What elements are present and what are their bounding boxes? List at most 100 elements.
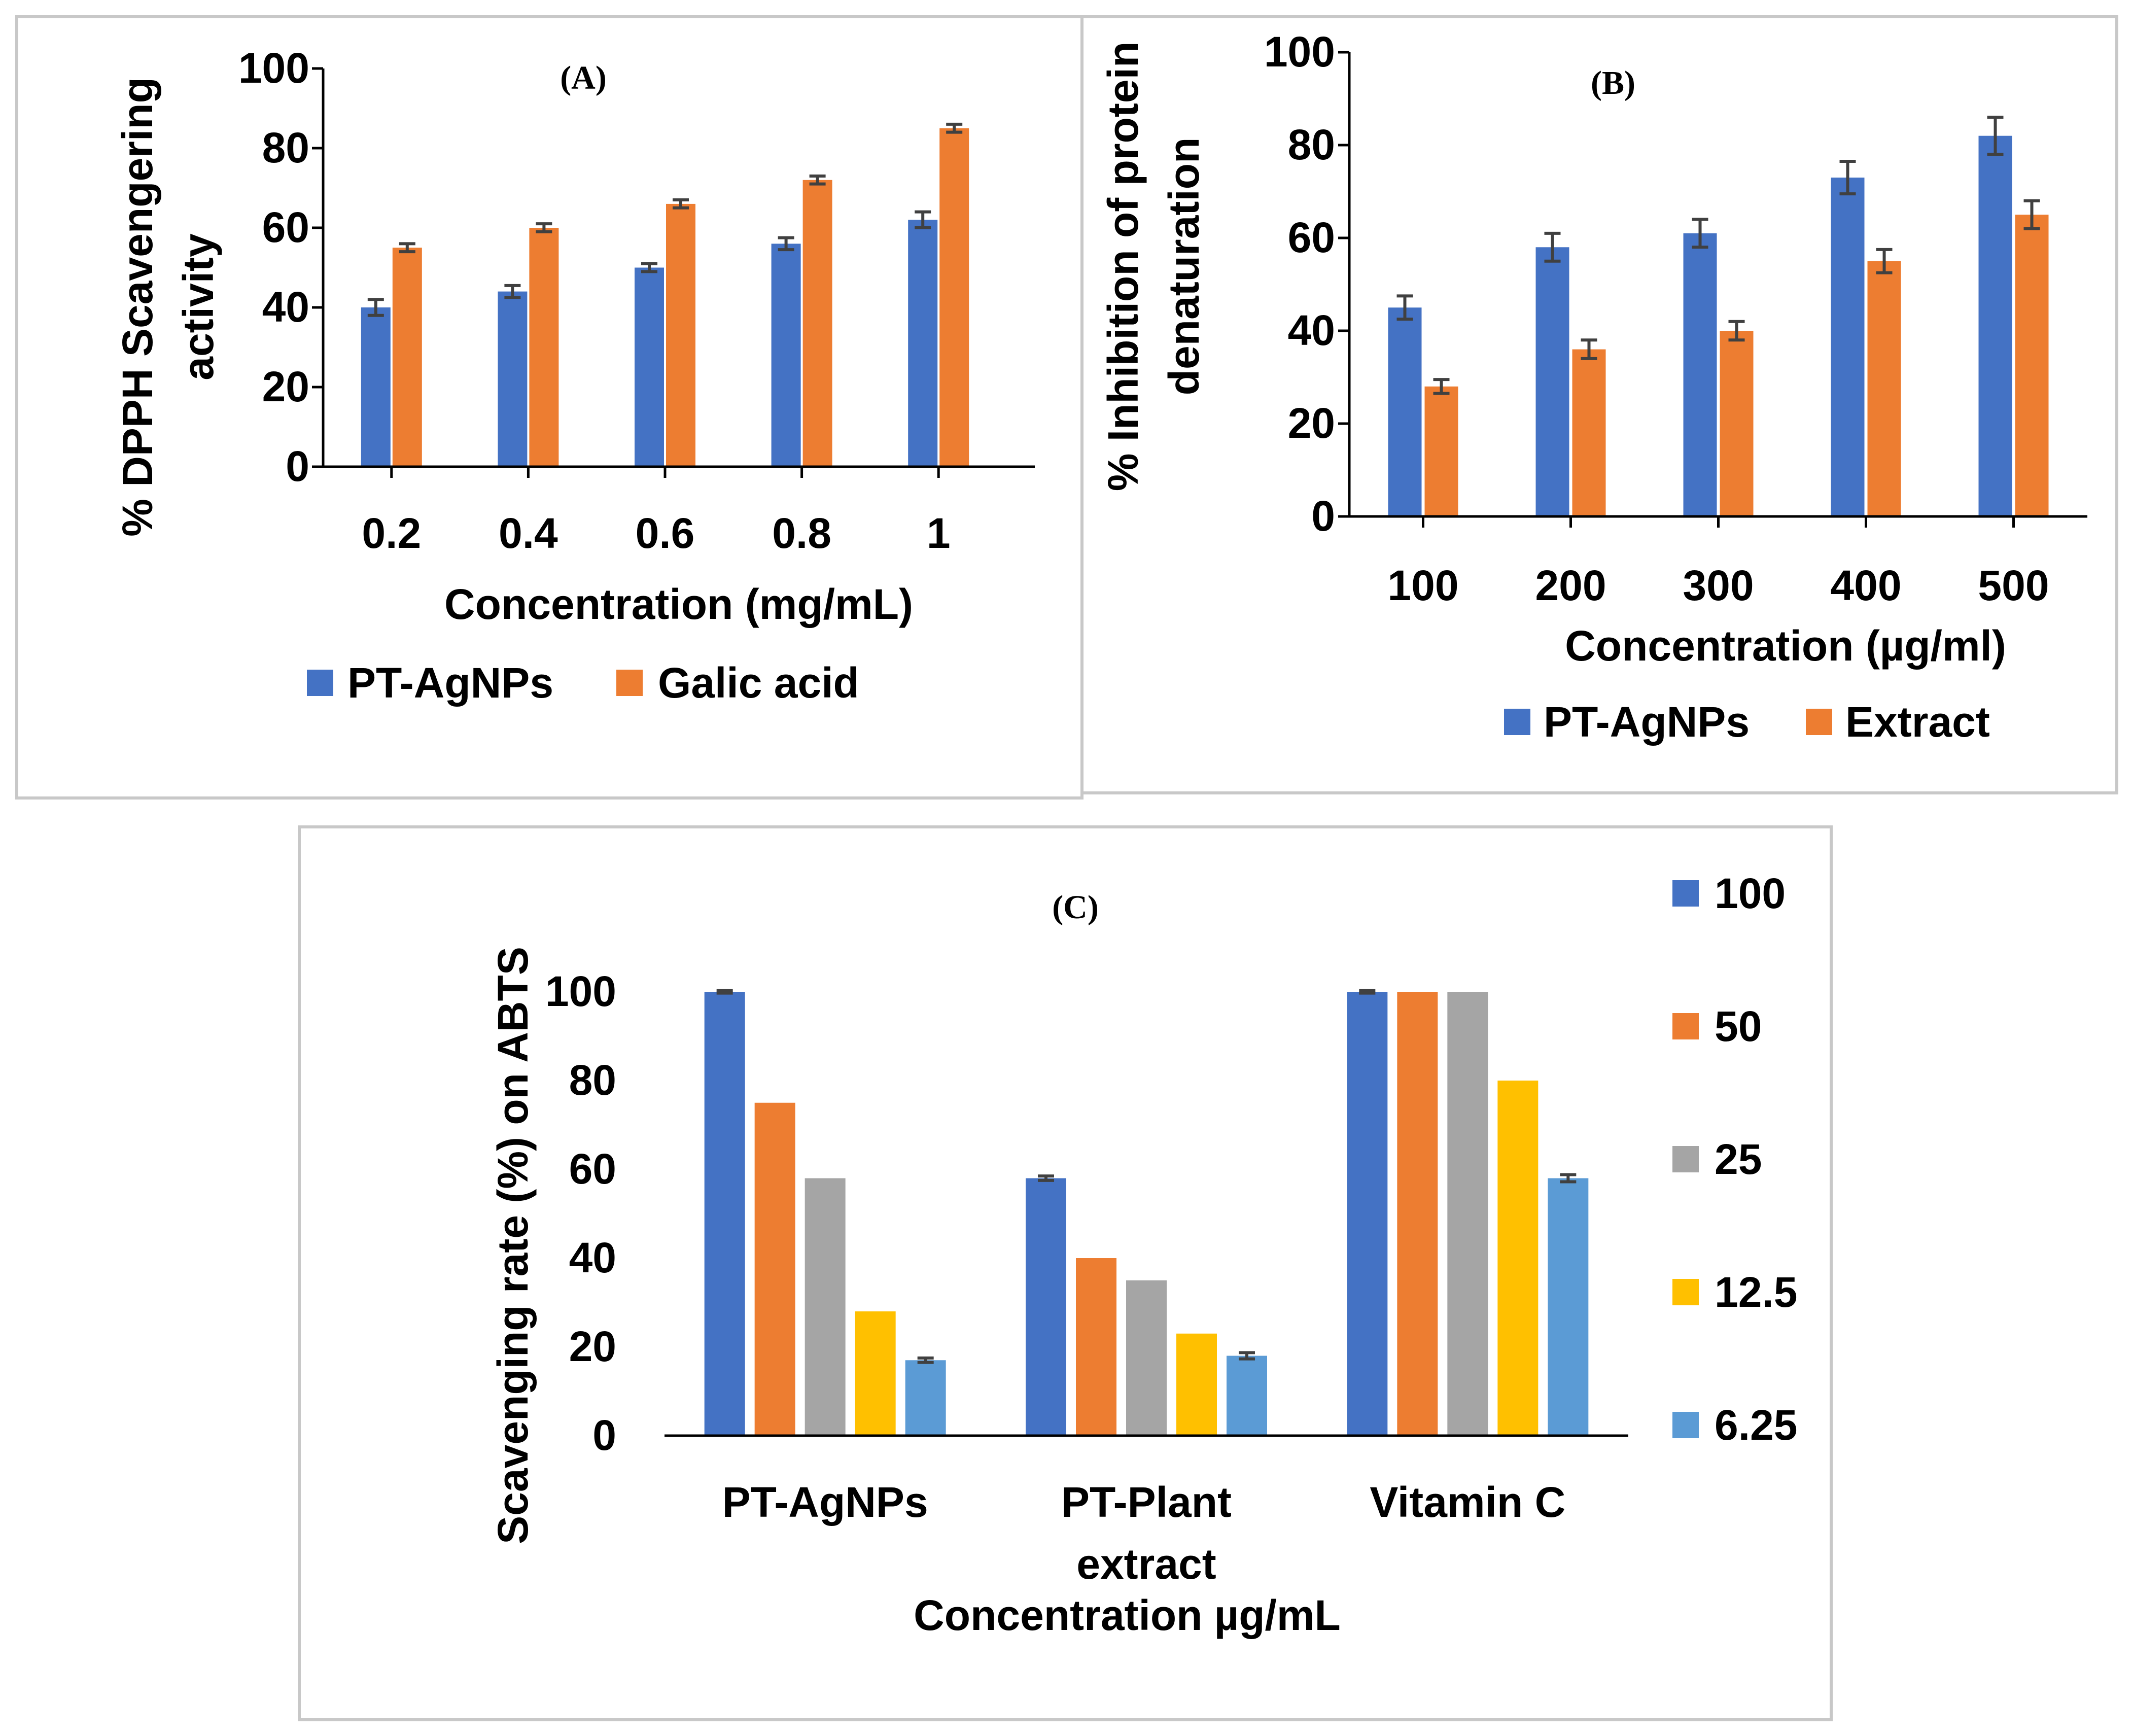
chart-c-x-ticks: PT-AgNPs PT-Plant extract Vitamin C [722, 1478, 1566, 1588]
chart-b-bar-pt-agnps-100 [1388, 307, 1422, 516]
chart-b-y-tick-label: 80 [1288, 121, 1335, 168]
chart-b-legend: PT-AgNPs Extract [1504, 698, 1990, 746]
chart-a-x-tick-label: 0.8 [772, 509, 831, 557]
chart-b-x-tick-label: 100 [1387, 562, 1458, 609]
chart-a-bar-pt-agnps-0-2 [361, 307, 391, 467]
chart-b-bar-extract-500 [2015, 215, 2049, 516]
chart-c-legend-label-100: 100 [1715, 870, 1786, 917]
chart-a-y-tick-label: 40 [262, 283, 309, 331]
chart-c-title: (C) [1052, 889, 1099, 926]
chart-b-marks [1388, 116, 2049, 517]
chart-b-legend-label-extract: Extract [1845, 698, 1990, 746]
chart-a-bar-galic-acid-0-4 [529, 228, 559, 467]
chart-c-bar-25-vitamin-c [1447, 992, 1488, 1436]
chart-b: (B) 0 20 40 60 80 100 100 200 300 400 500 Concent… [1099, 28, 2087, 746]
chart-c-bar-50-vitamin-c [1397, 992, 1438, 1436]
chart-a-x-axis-title: Concentration (mg/mL) [444, 580, 913, 628]
chart-b-legend-label-ptagnps: PT-AgNPs [1544, 698, 1750, 746]
chart-c-x-tick-label: PT-AgNPs [722, 1478, 928, 1526]
chart-c-legend: 100 50 25 12.5 6.25 [1672, 870, 1798, 1449]
chart-a-legend-label-ptagnps: PT-AgNPs [347, 659, 553, 707]
chart-a-y-tick-label: 100 [238, 44, 309, 92]
chart-c-bar-50-pt-plant-extract [1076, 1258, 1116, 1436]
chart-a-bar-galic-acid-0-2 [392, 248, 422, 467]
chart-c-bar-100-vitamin-c [1347, 992, 1388, 1436]
chart-b-title: (B) [1591, 64, 1635, 101]
chart-b-x-tick-label: 200 [1535, 562, 1606, 609]
chart-b-legend-swatch-extract [1806, 709, 1832, 735]
chart-a-bar-pt-agnps-0-6 [635, 267, 664, 467]
chart-b-x-axis-title: Concentration (µg/ml) [1565, 622, 2006, 670]
chart-c-marks [704, 989, 1589, 1436]
chart-b-bar-pt-agnps-300 [1683, 233, 1717, 517]
chart-a-y-axis-title-line1: % DPPH Scavengering [114, 77, 161, 537]
chart-b-x-tick-label: 300 [1683, 562, 1754, 609]
chart-c-y-tick-label: 20 [569, 1323, 616, 1370]
chart-a-x-tick-label: 1 [927, 509, 951, 557]
chart-c-x-tick-label: Vitamin C [1370, 1478, 1565, 1526]
chart-c-legend-label-25: 25 [1715, 1135, 1762, 1183]
chart-a-bar-pt-agnps-0-8 [771, 244, 801, 467]
chart-c-bar-100-pt-agnps [704, 992, 745, 1436]
chart-c-y-tick-label: 40 [569, 1234, 616, 1281]
chart-c-legend-swatch-100 [1672, 880, 1699, 907]
chart-b-y-tick-label: 0 [1311, 492, 1335, 540]
chart-c-bar-6-25-pt-agnps [905, 1360, 946, 1436]
chart-c-bar-50-pt-agnps [754, 1102, 795, 1436]
chart-a-title: (A) [560, 59, 607, 96]
chart-c-legend-swatch-6-25 [1672, 1412, 1699, 1438]
chart-b-y-axis-title-line1: % Inhibition of protein [1099, 42, 1147, 492]
chart-a-y-tick-label: 60 [262, 203, 309, 251]
chart-c-y-ticks: 0 20 40 60 80 100 [545, 967, 616, 1459]
chart-c-y-axis-title: Scavenging rate (%) on ABTS [489, 947, 537, 1544]
chart-a-y-ticks: 0 20 40 60 80 100 [238, 44, 323, 490]
chart-c-legend-label-50: 50 [1715, 1002, 1762, 1050]
chart-c-y-tick-label: 80 [569, 1056, 616, 1104]
chart-c-bar-12-5-vitamin-c [1497, 1081, 1539, 1436]
chart-b-y-tick-label: 60 [1288, 214, 1335, 261]
chart-b-bar-extract-200 [1572, 349, 1606, 516]
chart-a-legend-label-galic-acid: Galic acid [658, 659, 859, 707]
chart-a-bar-galic-acid-0-6 [666, 203, 695, 467]
chart-a-y-tick-label: 20 [262, 363, 309, 410]
chart-a-bar-pt-agnps-0-4 [498, 291, 528, 467]
chart-c-legend-label-12-5: 12.5 [1715, 1268, 1798, 1316]
chart-c-legend-label-6-25: 6.25 [1715, 1401, 1798, 1449]
chart-b-y-axis-title-line2: denaturation [1160, 137, 1208, 396]
chart-c-y-tick-label: 60 [569, 1145, 616, 1193]
chart-b-bar-extract-100 [1424, 386, 1458, 516]
chart-c-bar-12-5-pt-plant-extract [1176, 1333, 1217, 1436]
chart-a-y-tick-label: 80 [262, 124, 309, 171]
chart-a-legend-swatch-galic-acid [616, 670, 643, 696]
chart-a-y-tick-label: 0 [286, 442, 309, 490]
chart-b-bar-extract-300 [1720, 331, 1754, 516]
chart-a-bar-galic-acid-1 [939, 128, 969, 467]
chart-a-legend-swatch-ptagnps [307, 670, 333, 696]
chart-c-x-tick-label: PT-Plant [1061, 1478, 1232, 1526]
chart-c-bar-25-pt-agnps [805, 1178, 846, 1436]
chart-b-x-tick-label: 400 [1830, 562, 1901, 609]
chart-c-bar-6-25-vitamin-c [1548, 1178, 1589, 1436]
chart-a-bar-galic-acid-0-8 [802, 180, 832, 467]
chart-a-marks [361, 122, 969, 467]
chart-a: (A) 0 20 40 60 80 100 0.2 0.4 0.6 0.8 1 Concentra… [114, 44, 1035, 707]
chart-a-x-tick-label: 0.2 [362, 509, 421, 557]
chart-a-x-ticks: 0.2 0.4 0.6 0.8 1 [362, 467, 951, 557]
chart-c-y-tick-label: 0 [592, 1411, 616, 1459]
chart-c-y-tick-label: 100 [545, 967, 616, 1015]
chart-c-x-tick-label: extract [1076, 1540, 1216, 1588]
chart-b-bar-pt-agnps-200 [1535, 247, 1569, 516]
chart-a-x-tick-label: 0.4 [499, 509, 558, 557]
chart-c-legend-swatch-12-5 [1672, 1279, 1699, 1305]
chart-a-x-tick-label: 0.6 [636, 509, 695, 557]
chart-a-y-axis-title-line2: activity [174, 233, 222, 380]
chart-b-legend-swatch-ptagnps [1504, 709, 1530, 735]
chart-b-y-tick-label: 40 [1288, 306, 1335, 354]
chart-c: (C) 0 20 40 60 80 100 PT-AgNPs PT-Plant extract… [489, 870, 1798, 1639]
chart-b-y-ticks: 0 20 40 60 80 100 [1264, 28, 1349, 540]
chart-b-bar-pt-agnps-500 [1978, 135, 2012, 516]
chart-b-y-tick-label: 100 [1264, 28, 1335, 76]
chart-c-bar-12-5-pt-agnps [855, 1311, 896, 1436]
chart-a-bar-pt-agnps-1 [908, 220, 938, 467]
